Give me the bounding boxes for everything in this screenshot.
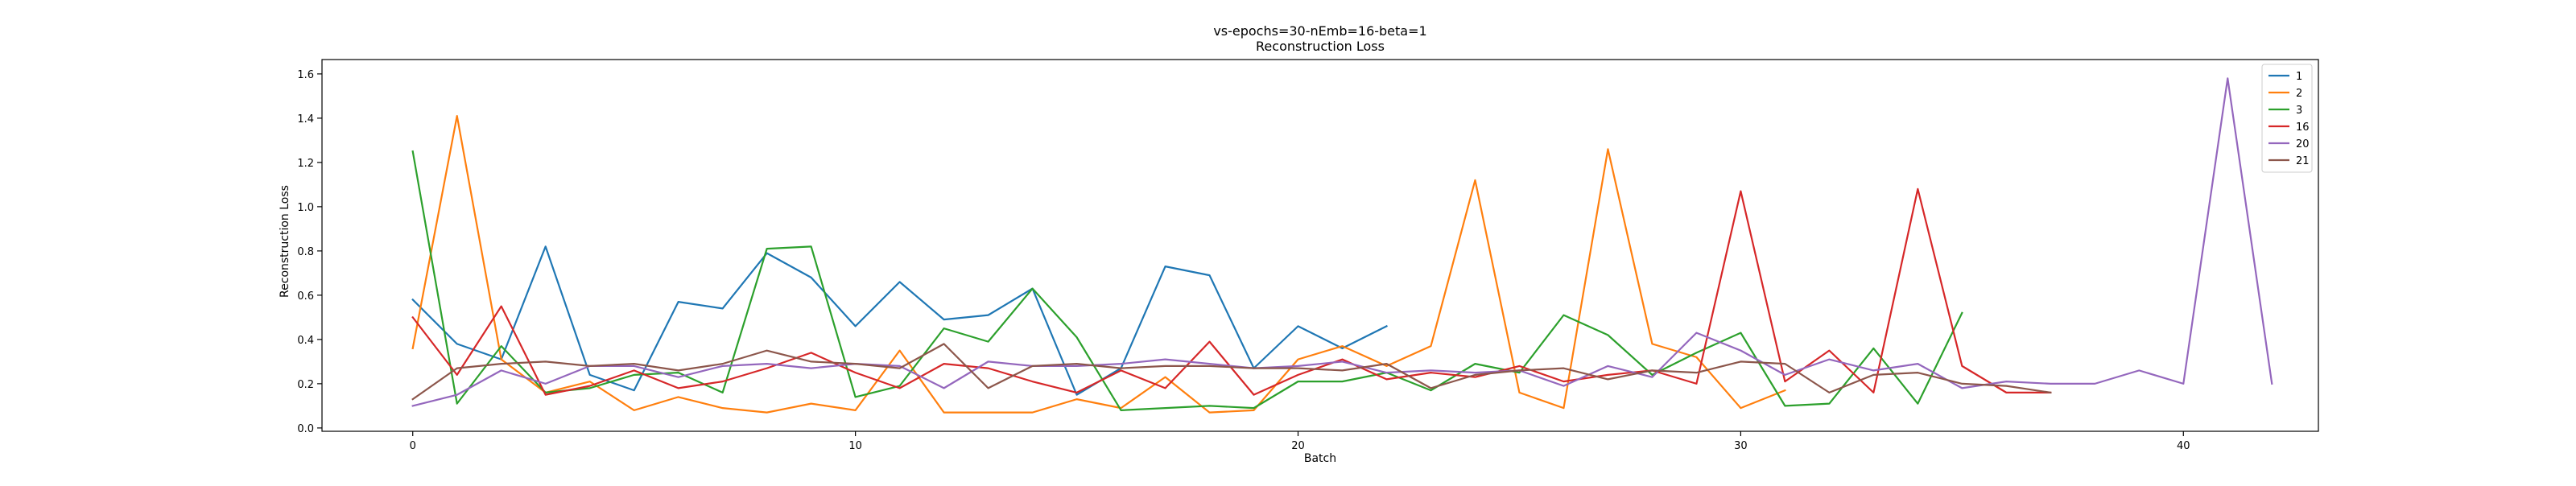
y-tick-label: 1.4 <box>297 113 314 126</box>
legend: 1 2 3 16 20 21 <box>2261 64 2313 173</box>
series-line-20 <box>411 77 2273 407</box>
series-line-21 <box>411 343 2052 401</box>
legend-label-20: 20 <box>2296 138 2310 150</box>
series-line-16 <box>411 187 2052 396</box>
x-tick-label: 0 <box>410 440 416 452</box>
y-tick-label: 1.6 <box>297 69 314 81</box>
chart-subtitle: Reconstruction Loss <box>1256 39 1385 54</box>
x-tick-label: 30 <box>1734 440 1748 452</box>
legend-box <box>2261 64 2313 173</box>
x-tick-label: 20 <box>1291 440 1305 452</box>
y-tick-label: 1.2 <box>297 158 314 170</box>
legend-label-1: 1 <box>2296 71 2302 83</box>
series-line-2 <box>411 115 1786 414</box>
y-axis-label: Reconstruction Loss <box>279 185 291 298</box>
series-line-3 <box>411 150 1963 411</box>
legend-label-21: 21 <box>2296 155 2310 167</box>
x-tick-label: 10 <box>848 440 862 452</box>
chart-title: vs-epochs=30-nEmb=16-beta=1 <box>1213 23 1426 39</box>
y-tick-label: 0.8 <box>297 246 314 258</box>
y-tick-label: 0.4 <box>297 335 314 347</box>
y-tick-label: 0.0 <box>297 423 314 435</box>
legend-label-16: 16 <box>2296 122 2310 134</box>
y-tick-label: 1.0 <box>297 202 314 214</box>
axes-frame <box>321 59 2319 432</box>
legend-label-3: 3 <box>2296 105 2302 117</box>
x-tick-label: 40 <box>2177 440 2190 452</box>
y-tick-label: 0.2 <box>297 379 314 391</box>
legend-label-2: 2 <box>2296 88 2302 100</box>
series-line-1 <box>411 245 1388 396</box>
plot-area: 0 10 20 30 40 0.0 0.2 0.4 0.6 0.8 1.0 1.2 1.4 1.6 <box>297 59 2319 452</box>
y-tick-label: 0.6 <box>297 290 314 303</box>
x-axis-label: Batch <box>1304 452 1336 465</box>
